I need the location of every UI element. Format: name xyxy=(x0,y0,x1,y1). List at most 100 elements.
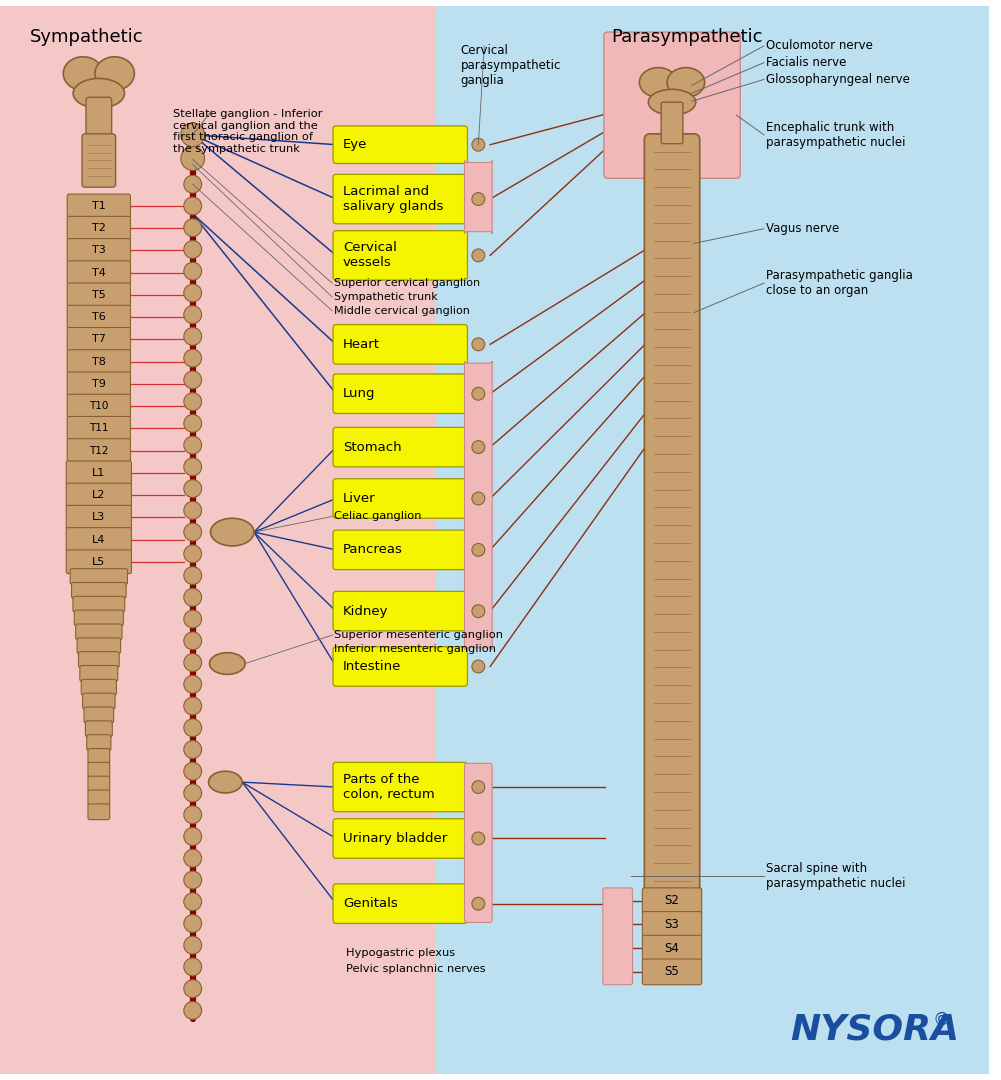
Text: T4: T4 xyxy=(92,268,106,278)
Text: Sacral spine with
parasympathetic nuclei: Sacral spine with parasympathetic nuclei xyxy=(766,862,906,890)
Text: S4: S4 xyxy=(665,942,680,955)
Circle shape xyxy=(184,741,201,758)
Text: Parasympathetic ganglia
close to an organ: Parasympathetic ganglia close to an orga… xyxy=(766,269,913,297)
FancyBboxPatch shape xyxy=(67,306,130,329)
FancyBboxPatch shape xyxy=(333,126,467,163)
FancyBboxPatch shape xyxy=(73,596,125,612)
Circle shape xyxy=(184,719,201,737)
FancyBboxPatch shape xyxy=(67,394,130,418)
Circle shape xyxy=(471,832,484,845)
Circle shape xyxy=(471,338,484,351)
Ellipse shape xyxy=(667,68,705,97)
Text: S3: S3 xyxy=(665,918,680,931)
Ellipse shape xyxy=(95,57,134,91)
FancyBboxPatch shape xyxy=(643,935,702,961)
Circle shape xyxy=(184,284,201,301)
Text: Glossopharyngeal nerve: Glossopharyngeal nerve xyxy=(766,73,910,86)
Circle shape xyxy=(184,349,201,367)
Circle shape xyxy=(471,441,484,454)
Circle shape xyxy=(184,653,201,672)
FancyBboxPatch shape xyxy=(77,638,120,653)
Text: Vagus nerve: Vagus nerve xyxy=(766,222,839,235)
Text: ©: © xyxy=(933,1010,951,1028)
Circle shape xyxy=(471,543,484,556)
Circle shape xyxy=(184,697,201,715)
Circle shape xyxy=(184,589,201,606)
Ellipse shape xyxy=(210,518,254,545)
Text: Oculomotor nerve: Oculomotor nerve xyxy=(766,39,873,52)
Text: Stellate ganglion - Inferior
cervical ganglion and the
first thoracic ganglion o: Stellate ganglion - Inferior cervical ga… xyxy=(173,109,322,154)
Text: Liver: Liver xyxy=(343,492,375,505)
Circle shape xyxy=(184,327,201,346)
Circle shape xyxy=(184,980,201,998)
FancyBboxPatch shape xyxy=(603,888,633,985)
Text: Inferior mesenteric ganglion: Inferior mesenteric ganglion xyxy=(334,644,496,653)
Circle shape xyxy=(184,915,201,932)
Circle shape xyxy=(471,192,484,205)
FancyBboxPatch shape xyxy=(464,764,492,922)
Circle shape xyxy=(471,249,484,261)
Text: Cervical
vessels: Cervical vessels xyxy=(343,241,396,269)
Text: Sympathetic: Sympathetic xyxy=(30,28,143,46)
Circle shape xyxy=(184,827,201,846)
FancyBboxPatch shape xyxy=(88,762,110,779)
FancyBboxPatch shape xyxy=(88,777,110,792)
FancyBboxPatch shape xyxy=(662,103,683,144)
FancyBboxPatch shape xyxy=(88,791,110,806)
Text: T12: T12 xyxy=(89,446,108,456)
Text: Sympathetic trunk: Sympathetic trunk xyxy=(334,292,437,302)
Text: Encephalic trunk with
parasympathetic nuclei: Encephalic trunk with parasympathetic nu… xyxy=(766,121,906,149)
FancyBboxPatch shape xyxy=(333,478,467,518)
FancyBboxPatch shape xyxy=(67,417,130,441)
Ellipse shape xyxy=(640,68,677,97)
Circle shape xyxy=(184,197,201,215)
Text: Pancreas: Pancreas xyxy=(343,543,402,556)
Circle shape xyxy=(184,632,201,650)
Text: S2: S2 xyxy=(665,894,680,907)
Circle shape xyxy=(184,872,201,889)
FancyBboxPatch shape xyxy=(333,231,467,280)
FancyBboxPatch shape xyxy=(66,483,131,507)
FancyBboxPatch shape xyxy=(464,361,492,650)
Bar xyxy=(0,6,434,1074)
FancyBboxPatch shape xyxy=(76,624,122,639)
Text: Stomach: Stomach xyxy=(343,441,401,454)
Text: T10: T10 xyxy=(89,401,108,411)
Text: Facialis nerve: Facialis nerve xyxy=(766,56,846,69)
Ellipse shape xyxy=(209,652,245,674)
FancyBboxPatch shape xyxy=(66,550,131,573)
FancyBboxPatch shape xyxy=(70,569,127,584)
Text: T3: T3 xyxy=(92,245,106,256)
FancyBboxPatch shape xyxy=(66,461,131,485)
FancyBboxPatch shape xyxy=(84,707,114,723)
Ellipse shape xyxy=(649,90,696,116)
Circle shape xyxy=(184,501,201,519)
Circle shape xyxy=(184,372,201,389)
FancyBboxPatch shape xyxy=(88,748,110,765)
Circle shape xyxy=(184,784,201,801)
Circle shape xyxy=(471,781,484,794)
Circle shape xyxy=(471,138,484,151)
Text: Eye: Eye xyxy=(343,138,367,151)
FancyBboxPatch shape xyxy=(67,283,130,307)
Circle shape xyxy=(471,388,484,401)
Text: T6: T6 xyxy=(92,312,106,322)
Circle shape xyxy=(184,849,201,867)
FancyBboxPatch shape xyxy=(67,438,130,462)
Circle shape xyxy=(471,897,484,910)
Circle shape xyxy=(184,806,201,824)
FancyBboxPatch shape xyxy=(67,239,130,262)
Circle shape xyxy=(184,262,201,280)
FancyBboxPatch shape xyxy=(333,762,467,812)
Text: Pelvic splanchnic nerves: Pelvic splanchnic nerves xyxy=(346,964,485,974)
FancyBboxPatch shape xyxy=(333,374,467,414)
Circle shape xyxy=(184,241,201,258)
Circle shape xyxy=(184,675,201,693)
Circle shape xyxy=(184,545,201,563)
Circle shape xyxy=(184,1001,201,1020)
FancyBboxPatch shape xyxy=(86,97,112,143)
FancyBboxPatch shape xyxy=(67,216,130,240)
FancyBboxPatch shape xyxy=(83,693,115,708)
Text: T9: T9 xyxy=(92,379,106,389)
FancyBboxPatch shape xyxy=(333,819,467,859)
